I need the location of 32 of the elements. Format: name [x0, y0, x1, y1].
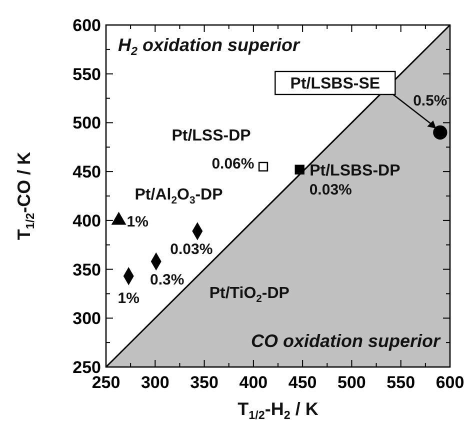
y-tick-label: 600: [72, 16, 101, 35]
series-label: Pt/Al$_{2}$O$_{3}$-DP: [134, 186, 224, 206]
text: Pt/TiO$_{2}$-DP: [209, 285, 290, 305]
series-label: Pt/LSBS-DP: [310, 162, 401, 180]
x-tick-label: 450: [288, 373, 317, 392]
annotation: 0.03%: [309, 182, 352, 199]
annotation: 1%: [118, 290, 140, 308]
x-axis-title: T$_{1/2}$-H$_{2}$ / K: [238, 399, 318, 422]
x-tick-label: 500: [338, 373, 366, 392]
annotation: H$_{2}$ oxidation superior: [118, 35, 301, 58]
x-tick-label: 300: [140, 373, 170, 392]
annotation: 0.06%: [212, 156, 254, 173]
annotation: 0.3%: [150, 271, 184, 288]
annotation: CO oxidation superior: [250, 331, 441, 351]
annotation: 1%: [126, 213, 148, 230]
annotation: 0.03%: [170, 241, 213, 258]
y-tick-label: 450: [72, 162, 101, 182]
point: [258, 162, 268, 172]
y-tick-label: 550: [72, 64, 101, 84]
y-tick-label: 500: [72, 114, 101, 133]
annotation: 0.5%: [413, 92, 448, 110]
series-label: Pt/LSS-DP: [172, 128, 252, 145]
text: Pt/LSBS-SE: [290, 75, 380, 92]
point: [433, 125, 448, 140]
y-tick-label: 400: [72, 211, 101, 230]
x-tick-label: 350: [190, 373, 218, 392]
y-tick-label: 300: [72, 309, 101, 328]
x-tick-label: 550: [386, 373, 416, 392]
y-tick-label: 350: [72, 260, 101, 280]
x-tick-label: 400: [239, 373, 268, 392]
x-tick-label: 600: [436, 373, 464, 392]
point: [294, 164, 304, 174]
